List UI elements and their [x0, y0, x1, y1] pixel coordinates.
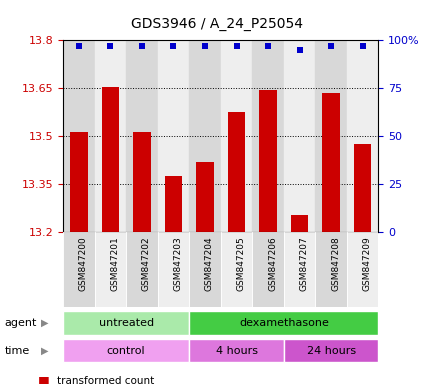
Bar	[283, 339, 378, 362]
Bar	[157, 40, 189, 232]
Bar	[102, 87, 119, 232]
Bar	[227, 113, 245, 232]
Bar	[189, 232, 220, 307]
Bar	[346, 232, 378, 307]
Bar	[189, 339, 283, 362]
Text: GSM847200: GSM847200	[79, 236, 88, 291]
Text: GDS3946 / A_24_P25054: GDS3946 / A_24_P25054	[131, 17, 303, 31]
Bar	[63, 311, 189, 335]
Text: GSM847202: GSM847202	[141, 236, 151, 291]
Text: ▶: ▶	[41, 318, 49, 328]
Bar	[315, 40, 346, 232]
Text: 24 hours: 24 hours	[306, 346, 355, 356]
Text: GSM847205: GSM847205	[236, 236, 245, 291]
Bar	[283, 232, 315, 307]
Text: time: time	[4, 346, 30, 356]
Bar	[346, 40, 378, 232]
Text: transformed count: transformed count	[56, 376, 154, 384]
Bar	[126, 232, 157, 307]
Bar	[63, 339, 189, 362]
Text: ▶: ▶	[41, 346, 49, 356]
Text: dexamethasone: dexamethasone	[238, 318, 328, 328]
Text: GSM847203: GSM847203	[173, 236, 182, 291]
Text: GSM847201: GSM847201	[110, 236, 119, 291]
Text: GSM847206: GSM847206	[267, 236, 276, 291]
Text: GSM847209: GSM847209	[362, 236, 371, 291]
Text: GSM847207: GSM847207	[299, 236, 308, 291]
Bar	[63, 40, 95, 232]
Bar	[315, 232, 346, 307]
Text: GSM847208: GSM847208	[330, 236, 339, 291]
Text: agent: agent	[4, 318, 36, 328]
Bar	[95, 40, 126, 232]
Bar	[95, 232, 126, 307]
Bar	[133, 131, 150, 232]
Text: 4 hours: 4 hours	[215, 346, 257, 356]
Bar	[196, 162, 213, 232]
Bar	[126, 40, 157, 232]
Bar	[252, 40, 283, 232]
Bar	[353, 144, 371, 232]
Bar	[70, 131, 87, 232]
Text: untreated: untreated	[99, 318, 153, 328]
Bar	[220, 40, 252, 232]
Bar	[322, 93, 339, 232]
Bar	[157, 232, 189, 307]
Bar	[189, 311, 378, 335]
Bar	[220, 232, 252, 307]
Bar	[63, 232, 95, 307]
Bar	[283, 40, 315, 232]
Bar	[290, 215, 308, 232]
Bar	[189, 40, 220, 232]
Bar	[164, 176, 182, 232]
Text: control: control	[107, 346, 145, 356]
Text: ■: ■	[37, 374, 49, 384]
Text: GSM847204: GSM847204	[204, 236, 214, 291]
Bar	[259, 90, 276, 232]
Bar	[252, 232, 283, 307]
